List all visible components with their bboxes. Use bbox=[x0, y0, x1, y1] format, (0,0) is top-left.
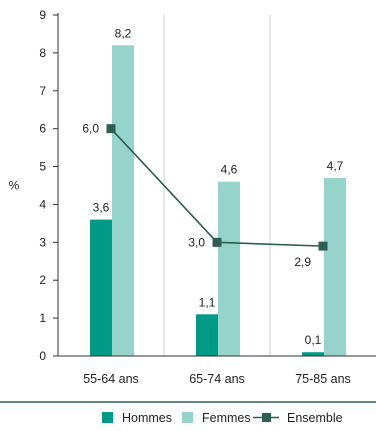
data-label: 8,2 bbox=[115, 26, 132, 40]
y-tick-label: 0 bbox=[39, 349, 46, 363]
bar-femmes bbox=[112, 45, 134, 357]
ensemble-line-path bbox=[110, 128, 324, 247]
y-tick-label: 5 bbox=[39, 160, 46, 174]
y-tick-label: 9 bbox=[39, 8, 46, 22]
x-axis: 55-64 ans 65-74 ans 75-85 ans bbox=[58, 355, 376, 386]
y-tick-label: 3 bbox=[39, 235, 46, 249]
legend-label: Femmes bbox=[202, 411, 251, 425]
legend-swatch-hommes bbox=[102, 412, 113, 423]
ensemble-marker bbox=[318, 241, 328, 251]
y-tick-label: 4 bbox=[39, 197, 46, 211]
bar-hommes bbox=[196, 314, 218, 356]
y-tick-label: 6 bbox=[39, 122, 46, 136]
legend: Hommes Femmes Ensemble bbox=[102, 411, 343, 425]
ensemble-line bbox=[106, 124, 328, 251]
x-tick-label: 75-85 ans bbox=[295, 372, 351, 386]
y-tick-label: 8 bbox=[39, 46, 46, 60]
data-labels: 3,6 1,1 0,1 8,2 4,6 4,7 6,0 3,0 2,9 bbox=[82, 26, 343, 347]
data-label: 2,9 bbox=[294, 255, 311, 269]
data-label: 6,0 bbox=[82, 122, 99, 136]
y-axis-label: % bbox=[9, 179, 20, 193]
data-label: 1,1 bbox=[199, 295, 216, 309]
category-dividers bbox=[163, 15, 271, 356]
x-tick-label: 65-74 ans bbox=[189, 372, 245, 386]
data-label: 3,6 bbox=[93, 201, 110, 215]
bar-femmes bbox=[218, 181, 240, 356]
y-tick-label: 1 bbox=[39, 311, 46, 325]
ensemble-marker bbox=[106, 124, 116, 134]
data-label: 4,7 bbox=[327, 159, 344, 173]
data-label: 3,0 bbox=[188, 235, 205, 249]
data-label: 0,1 bbox=[305, 333, 322, 347]
y-tick-label: 7 bbox=[39, 84, 46, 98]
y-tick-label: 2 bbox=[39, 273, 46, 287]
bars bbox=[90, 45, 346, 357]
bar-hommes bbox=[90, 219, 112, 356]
x-tick-label: 55-64 ans bbox=[83, 372, 139, 386]
legend-swatch-femmes bbox=[182, 412, 193, 423]
data-label: 4,6 bbox=[221, 163, 238, 177]
bar-hommes bbox=[302, 352, 324, 356]
ensemble-marker bbox=[212, 237, 222, 247]
y-axis: 0 1 2 3 4 5 6 7 8 9 bbox=[39, 8, 59, 363]
legend-marker-ensemble bbox=[262, 413, 271, 422]
legend-label: Ensemble bbox=[287, 411, 343, 425]
bar-femmes bbox=[324, 177, 346, 356]
legend-label: Hommes bbox=[122, 411, 172, 425]
